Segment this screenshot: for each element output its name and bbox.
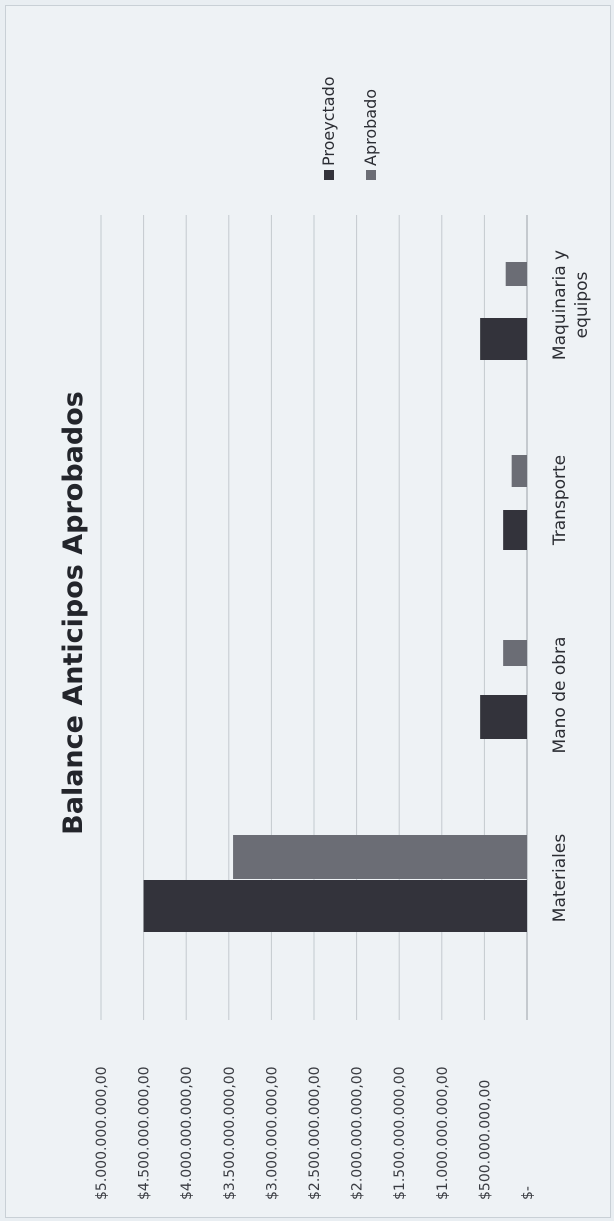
bar-aprobado-2 <box>511 455 527 487</box>
bar-proeyctado-0 <box>143 880 527 932</box>
x-category-label: Materiales <box>550 834 570 923</box>
legend-label: Proeyctado <box>319 76 338 166</box>
y-tick-label: $2.500.000.000,00 <box>307 1066 323 1200</box>
x-category-label: Transporte <box>550 455 570 546</box>
chart-title: Balance Anticipos Aprobados <box>58 391 89 835</box>
chart-frame <box>5 5 611 1218</box>
x-category-label: Mano de obra <box>550 637 570 754</box>
y-tick-label: $1.500.000.000,00 <box>392 1066 408 1200</box>
y-tick-label: $4.500.000.000,00 <box>137 1066 153 1200</box>
bar-proeyctado-3 <box>480 318 527 360</box>
bar-aprobado-0 <box>233 835 527 879</box>
y-tick-label: $3.500.000.000,00 <box>222 1066 238 1200</box>
x-category-label: equipos <box>572 271 592 338</box>
bar-aprobado-3 <box>505 262 527 286</box>
y-tick-label: $500.000.000,00 <box>477 1080 493 1200</box>
y-tick-label: $5.000.000.000,00 <box>94 1066 110 1200</box>
bar-aprobado-1 <box>503 640 527 666</box>
legend-swatch <box>324 170 334 180</box>
legend-swatch <box>366 170 376 180</box>
y-tick-label: $3.000.000.000,00 <box>264 1066 280 1200</box>
legend-label: Aprobado <box>361 89 380 166</box>
bar-proeyctado-2 <box>503 510 527 550</box>
y-tick-label: $1.000.000.000,00 <box>435 1066 451 1200</box>
y-tick-label: $- <box>520 1186 536 1200</box>
x-category-label: Maquinaria y <box>550 250 570 360</box>
y-tick-label: $4.000.000.000,00 <box>179 1066 195 1200</box>
bar-proeyctado-1 <box>480 695 527 739</box>
y-tick-label: $2.000.000.000,00 <box>350 1066 366 1200</box>
